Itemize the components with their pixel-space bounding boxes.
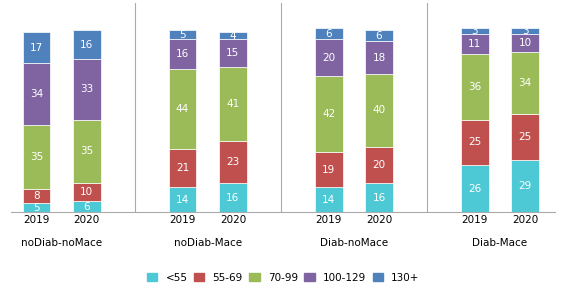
- Text: 15: 15: [226, 48, 240, 58]
- Bar: [22, 189, 50, 203]
- Bar: [219, 183, 247, 212]
- Bar: [73, 30, 100, 59]
- Legend: <55, 55-69, 70-99, 100-129, 130+: <55, 55-69, 70-99, 100-129, 130+: [142, 268, 424, 287]
- Text: 5: 5: [33, 203, 40, 213]
- Text: 44: 44: [176, 104, 189, 114]
- Bar: [315, 28, 343, 39]
- Text: 16: 16: [80, 40, 94, 50]
- Bar: [22, 63, 50, 125]
- Text: 16: 16: [226, 193, 240, 203]
- Bar: [219, 67, 247, 141]
- Text: 35: 35: [80, 146, 94, 156]
- Bar: [365, 30, 393, 41]
- Bar: [169, 187, 196, 212]
- Text: 16: 16: [373, 193, 385, 203]
- Bar: [169, 68, 196, 149]
- Text: 6: 6: [376, 31, 383, 41]
- Text: 3: 3: [471, 26, 478, 36]
- Bar: [511, 28, 539, 34]
- Text: 21: 21: [176, 163, 189, 173]
- Text: 25: 25: [468, 137, 481, 147]
- Text: 4: 4: [229, 31, 236, 41]
- Text: 42: 42: [322, 109, 335, 119]
- Text: 26: 26: [468, 184, 481, 194]
- Bar: [365, 147, 393, 183]
- Text: 20: 20: [322, 53, 335, 63]
- Bar: [511, 52, 539, 114]
- Bar: [365, 183, 393, 212]
- Text: 19: 19: [322, 165, 335, 175]
- Bar: [219, 39, 247, 67]
- Text: 33: 33: [80, 84, 94, 94]
- Bar: [73, 183, 100, 201]
- Text: noDiab-noMace: noDiab-noMace: [21, 238, 102, 248]
- Bar: [365, 41, 393, 74]
- Bar: [365, 74, 393, 147]
- Text: 6: 6: [325, 29, 332, 39]
- Bar: [315, 187, 343, 212]
- Text: noDiab-Mace: noDiab-Mace: [174, 238, 242, 248]
- Bar: [22, 32, 50, 63]
- Bar: [22, 125, 50, 189]
- Bar: [73, 201, 100, 212]
- Bar: [461, 34, 489, 54]
- Text: 36: 36: [468, 82, 481, 92]
- Text: 34: 34: [518, 78, 532, 88]
- Bar: [315, 39, 343, 76]
- Bar: [169, 39, 196, 68]
- Text: 14: 14: [176, 195, 189, 205]
- Text: 23: 23: [226, 157, 240, 167]
- Text: 35: 35: [30, 152, 43, 162]
- Bar: [169, 149, 196, 187]
- Bar: [315, 76, 343, 152]
- Bar: [169, 30, 196, 39]
- Text: 16: 16: [176, 49, 189, 59]
- Text: 40: 40: [373, 105, 385, 115]
- Bar: [511, 114, 539, 160]
- Text: 18: 18: [373, 53, 385, 63]
- Bar: [461, 54, 489, 119]
- Text: 3: 3: [522, 26, 528, 36]
- Text: 8: 8: [33, 191, 40, 201]
- Text: 10: 10: [80, 187, 93, 197]
- Bar: [461, 119, 489, 165]
- Text: 17: 17: [30, 42, 43, 53]
- Bar: [219, 32, 247, 39]
- Text: 5: 5: [179, 30, 186, 40]
- Bar: [73, 59, 100, 119]
- Text: 11: 11: [468, 39, 481, 49]
- Bar: [22, 203, 50, 212]
- Bar: [461, 28, 489, 34]
- Bar: [511, 34, 539, 52]
- Text: 34: 34: [30, 89, 43, 99]
- Text: Diab-noMace: Diab-noMace: [320, 238, 388, 248]
- Text: 10: 10: [518, 38, 532, 48]
- Bar: [315, 152, 343, 187]
- Text: 25: 25: [518, 132, 532, 142]
- Text: Diab-Mace: Diab-Mace: [472, 238, 527, 248]
- Bar: [511, 160, 539, 212]
- Text: 41: 41: [226, 99, 240, 109]
- Text: 6: 6: [84, 202, 90, 212]
- Bar: [461, 165, 489, 212]
- Text: 14: 14: [322, 195, 335, 205]
- Bar: [73, 119, 100, 183]
- Text: 20: 20: [373, 160, 385, 170]
- Bar: [219, 141, 247, 183]
- Text: 29: 29: [518, 181, 532, 191]
